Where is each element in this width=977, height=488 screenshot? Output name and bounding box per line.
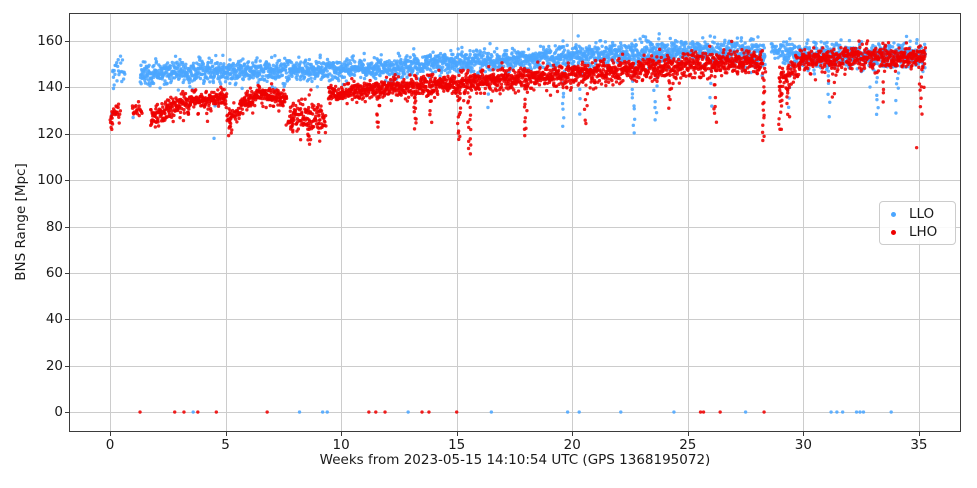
x-tick-label: 0 [105,437,115,453]
y-tick-label: 140 [37,79,63,96]
x-tick-label: 20 [563,437,581,453]
y-tick-label: 160 [37,32,63,49]
x-tick-label: 15 [448,437,466,453]
llo-marker-icon [891,211,896,217]
x-axis-label: Weeks from 2023-05-15 14:10:54 UTC (GPS … [319,452,711,468]
legend-label-lho: LHO [909,224,938,240]
x-tick-label: 5 [221,437,230,453]
x-tick-label: 30 [794,437,812,453]
y-tick-label: 100 [37,172,63,189]
x-tick-label: 25 [679,437,697,453]
y-tick-label: 60 [45,264,63,281]
y-tick-label: 40 [45,311,63,328]
y-tick-label: 0 [54,404,63,421]
y-tick-label: 120 [37,125,63,142]
legend-label-llo: LLO [909,206,935,222]
y-tick-label: 80 [45,218,63,235]
lho-marker-icon [891,229,896,235]
legend: LLO LHO [879,201,956,245]
x-tick-label: 35 [910,437,928,453]
y-axis-label: BNS Range [Mpc] [13,163,29,281]
legend-entry-lho: LHO [880,224,955,240]
legend-entry-llo: LLO [880,206,955,222]
x-tick-label: 10 [332,437,350,453]
y-tick-label: 20 [45,357,63,374]
